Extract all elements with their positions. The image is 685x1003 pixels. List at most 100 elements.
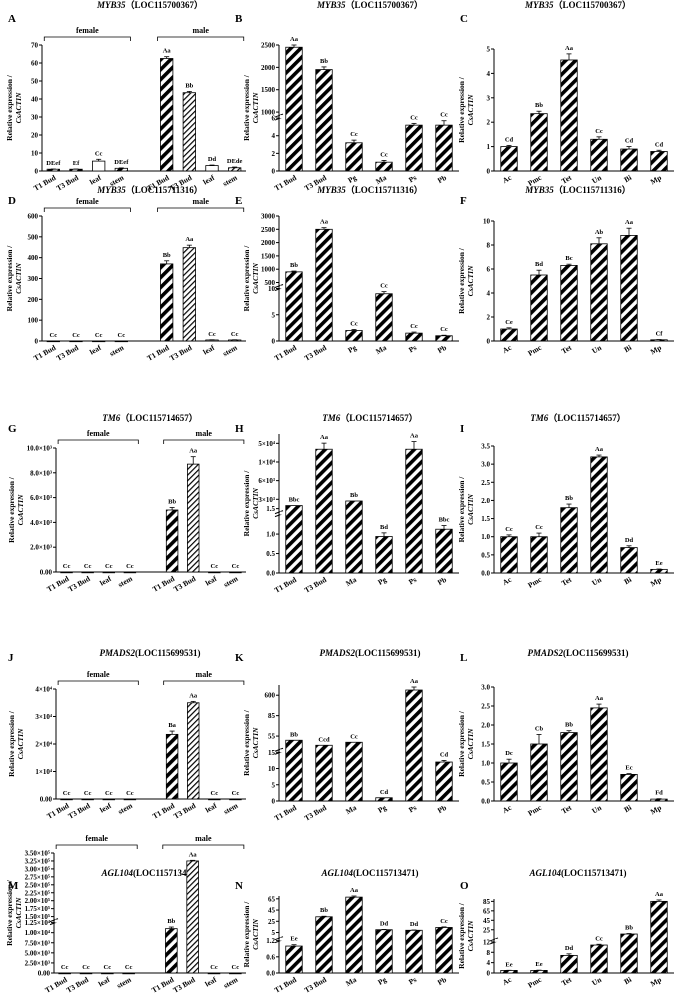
chart-title-locus: (LOC115699531): [135, 648, 201, 658]
panel-c: C MYB35（LOC115700367） Relative expression …: [457, 0, 674, 188]
y-tick-label: 25: [268, 918, 276, 926]
x-tick-label: Un: [590, 343, 604, 356]
chart-title: AGL104(LOC115713471): [528, 868, 626, 878]
significance-label: Aa: [595, 446, 604, 453]
x-tick-label: Bi: [622, 173, 633, 184]
chart-title-locus: （LOC115714657）: [340, 413, 418, 423]
x-tick-label: leaf: [98, 801, 113, 815]
y-tick-label: 2.0: [481, 722, 490, 730]
significance-label: Ee: [535, 961, 542, 968]
significance-label: Bb: [320, 58, 328, 65]
x-tick-label: Pmc: [526, 575, 543, 590]
y-axis-label: Relative expression /: [7, 476, 16, 543]
y-axis-label-unit: CsACTIN: [14, 897, 23, 928]
significance-label: Cc: [232, 563, 240, 570]
x-tick-label: Mp: [649, 575, 663, 588]
significance-label: Dd: [565, 945, 574, 952]
bar: [229, 571, 242, 574]
significance-label: Cc: [105, 563, 113, 570]
x-tick-label: Pb: [436, 343, 448, 355]
x-tick-label: Un: [590, 975, 604, 988]
bar: [530, 743, 548, 802]
bar: [435, 124, 453, 172]
y-tick-label: 1.0: [481, 533, 490, 541]
bar: [205, 165, 219, 172]
significance-label: Dd: [380, 920, 389, 927]
bar: [650, 339, 668, 342]
significance-label: Aa: [410, 433, 419, 440]
bar: [285, 46, 303, 172]
significance-label: Aa: [350, 887, 359, 894]
x-tick-label: T1 Bud: [45, 801, 71, 821]
y-tick-label: 65: [483, 907, 491, 915]
bar: [500, 146, 518, 172]
y-tick-label: 20: [31, 132, 39, 140]
chart-title-locus: （LOC115700367）: [346, 0, 424, 10]
chart-title-locus: （LOC115711316）: [126, 185, 203, 195]
y-axis-label: Relative expression /: [457, 476, 466, 543]
significance-label: Ab: [595, 229, 604, 236]
bar: [186, 860, 199, 974]
chart-title: MYB35（LOC115711316）: [524, 185, 631, 195]
panel-letter: K: [235, 652, 244, 664]
y-tick-label: 0.0: [266, 970, 275, 978]
x-tick-label: stem: [222, 574, 240, 590]
y-tick-label: 1.25×10⁴: [25, 919, 51, 927]
y-tick-label: 5: [272, 781, 276, 789]
y-tick-label: 2: [487, 119, 491, 127]
y-axis-label-unit: CsACTIN: [251, 918, 260, 949]
group-label: female: [87, 670, 110, 679]
y-tick-label: 0: [35, 338, 39, 346]
bar: [650, 568, 668, 574]
bar: [560, 59, 578, 172]
significance-label: Cc: [380, 151, 388, 158]
chart-title: AGL104(LOC115713471): [100, 868, 198, 878]
x-tick-label: Pg: [376, 803, 388, 815]
x-tick-label: Mp: [649, 803, 663, 816]
chart-title-locus: (LOC115713471): [561, 868, 627, 878]
chart-title: MYB35（LOC115711316）: [316, 185, 423, 195]
significance-label: Aa: [625, 219, 634, 226]
y-tick-label: 1.0: [481, 760, 490, 768]
bar: [187, 463, 200, 573]
x-tick-label: Mp: [649, 343, 663, 356]
chart-title-locus: (LOC115713471): [353, 868, 419, 878]
bar: [345, 896, 363, 974]
bar: [160, 58, 174, 172]
y-tick-label: 0: [487, 168, 491, 176]
x-tick-label: T3 Bud: [303, 975, 329, 995]
group-label: male: [192, 197, 209, 206]
axis-break-gap: [280, 115, 460, 119]
axis-break-mark: [274, 747, 284, 752]
bar: [182, 92, 196, 172]
y-tick-label: 3.50×10⁵: [25, 850, 50, 858]
significance-label: Cc: [440, 112, 448, 119]
bar: [405, 124, 423, 172]
axis-break-mark: [274, 284, 284, 288]
y-tick-label: 85: [268, 712, 276, 720]
chart-title: PMADS2(LOC115699531): [319, 648, 420, 658]
bar: [435, 927, 453, 974]
bar: [405, 929, 423, 974]
bar: [58, 972, 71, 975]
y-tick-label: 2.0: [481, 497, 490, 505]
x-tick-label: T3 Bud: [172, 801, 198, 821]
chart-title-locus: (LOC115699531): [355, 648, 421, 658]
chart-title-locus: （LOC115700367）: [126, 0, 204, 10]
y-tick-label: 2×10⁴: [35, 741, 52, 749]
x-tick-label: T3 Bud: [172, 574, 198, 594]
y-tick-label: 6: [272, 115, 276, 123]
significance-label: Ef: [73, 160, 80, 167]
chart-title-locus: （LOC115714657）: [120, 413, 198, 423]
y-tick-label: 2.0×10³: [30, 544, 52, 552]
significance-label: Cc: [232, 964, 240, 971]
y-tick-label: 30: [31, 114, 39, 122]
chart-title: PMADS2(LOC115699531): [527, 648, 628, 658]
significance-label: Dd: [410, 921, 419, 928]
significance-label: Cc: [350, 733, 358, 740]
significance-label: DEef: [46, 160, 61, 167]
significance-label: Cc: [535, 524, 543, 531]
